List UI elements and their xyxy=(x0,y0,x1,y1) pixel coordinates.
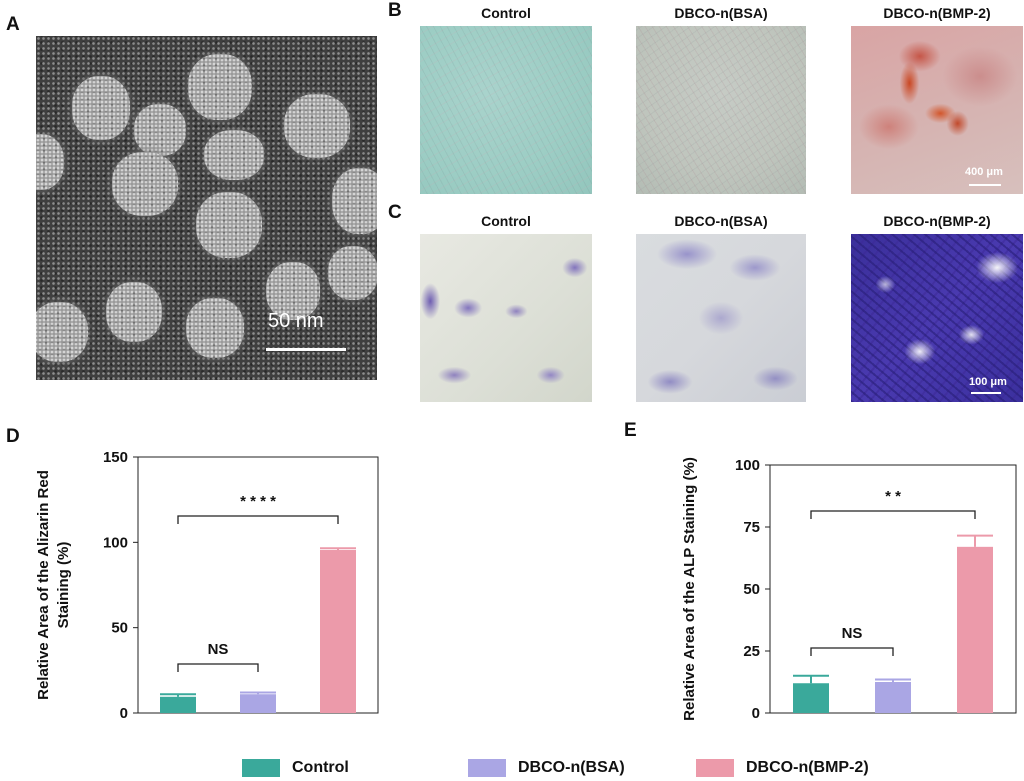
legend-swatch-bsa xyxy=(468,759,506,777)
bar xyxy=(875,682,911,713)
significance-label: NS xyxy=(208,641,229,658)
bar xyxy=(793,683,829,713)
tem-image: 50 nm xyxy=(36,36,377,380)
chart-alizarin-red: 0 50 100 150 Relative Area of the Alizarin R… xyxy=(35,449,379,722)
legend-label-control: Control xyxy=(292,759,349,776)
panel-letter-d: D xyxy=(6,426,20,447)
y-tick-label: 150 xyxy=(103,449,128,466)
nanoparticle xyxy=(72,76,130,140)
bar xyxy=(240,694,276,713)
panel-letter-b: B xyxy=(388,0,402,21)
significance-label: NS xyxy=(842,625,863,642)
panel-letter-a: A xyxy=(6,14,20,35)
alizarin-control-image xyxy=(420,26,592,194)
nanoparticle xyxy=(204,130,264,180)
significance-bracket xyxy=(177,663,259,672)
image-title: DBCO-n(BMP-2) xyxy=(883,5,991,21)
scale-bar-label: 50 nm xyxy=(268,310,324,332)
nanoparticle xyxy=(332,168,377,234)
nanoparticle xyxy=(134,104,186,156)
legend-swatch-control xyxy=(242,759,280,777)
legend-label-bmp2: DBCO-n(BMP-2) xyxy=(746,759,869,776)
bar xyxy=(320,550,356,713)
nanoparticle xyxy=(328,246,377,300)
alizarin-bmp2-image: 400 μm xyxy=(851,26,1023,194)
y-tick-label: 50 xyxy=(111,620,128,637)
alp-bmp2-image: 100 μm xyxy=(851,234,1023,402)
y-axis-label: Staining (%) xyxy=(55,542,72,629)
legend-swatch-bmp2 xyxy=(696,759,734,777)
y-axis-label: Relative Area of the Alizarin Red xyxy=(35,470,52,700)
nanoparticle xyxy=(186,298,244,358)
panel-letter-e: E xyxy=(624,420,637,441)
bar xyxy=(957,546,993,713)
y-tick-label: 0 xyxy=(752,705,760,722)
scale-bar-label: 400 μm xyxy=(965,166,1003,178)
alizarin-bsa-image xyxy=(636,26,806,194)
significance-label: * * * * xyxy=(240,493,276,510)
y-tick-label: 50 xyxy=(743,581,760,598)
significance-bracket xyxy=(177,515,339,524)
nanoparticle xyxy=(112,152,178,216)
scale-bar xyxy=(969,184,1001,186)
image-title: Control xyxy=(481,5,531,21)
y-tick-label: 100 xyxy=(103,534,128,551)
significance-bracket xyxy=(810,510,976,519)
image-title: Control xyxy=(481,213,531,229)
y-tick-label: 0 xyxy=(120,705,128,722)
scale-bar-label: 100 μm xyxy=(969,376,1007,388)
image-title: DBCO-n(BMP-2) xyxy=(883,213,991,229)
nanoparticle xyxy=(284,94,350,158)
alp-bsa-image xyxy=(636,234,806,402)
alp-control-image xyxy=(420,234,592,402)
nanoparticle xyxy=(36,302,88,362)
significance-bracket xyxy=(810,647,894,656)
significance-label: * * xyxy=(885,488,901,505)
nanoparticle xyxy=(266,262,320,320)
legend-label-bsa: DBCO-n(BSA) xyxy=(518,759,625,776)
image-title: DBCO-n(BSA) xyxy=(674,213,768,229)
nanoparticle xyxy=(188,54,252,120)
bar xyxy=(160,696,196,713)
y-tick-label: 25 xyxy=(743,643,760,660)
nanoparticle xyxy=(36,134,64,190)
panel-letter-c: C xyxy=(388,202,402,223)
nanoparticle xyxy=(196,192,262,258)
chart-alp: 0 25 50 75 100 Relative Area of the ALP Stain… xyxy=(681,457,1017,722)
nanoparticle xyxy=(106,282,162,342)
scale-bar xyxy=(971,392,1001,394)
y-axis-label: Relative Area of the ALP Staining (%) xyxy=(681,457,698,721)
scale-bar xyxy=(266,348,346,351)
image-title: DBCO-n(BSA) xyxy=(674,5,768,21)
y-tick-label: 100 xyxy=(735,457,760,474)
y-tick-label: 75 xyxy=(743,519,760,536)
